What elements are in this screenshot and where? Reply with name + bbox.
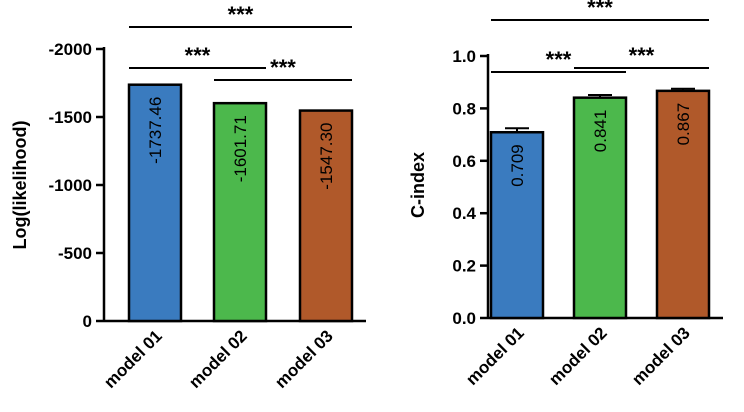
category-label-model-01: model 01 bbox=[100, 326, 166, 392]
category-label-model-03: model 03 bbox=[271, 326, 337, 392]
y-axis-label-loglikelihood: Log(likelihood) bbox=[10, 121, 30, 250]
y-tick-label: 0 bbox=[83, 312, 92, 331]
y-tick-label: -1000 bbox=[49, 176, 92, 195]
y-axis-label-cindex: C-index bbox=[408, 152, 428, 218]
bar-model-03 bbox=[655, 89, 711, 320]
category-label-model-02: model 02 bbox=[545, 323, 611, 389]
bar-value-label: -1737.46 bbox=[146, 97, 165, 164]
bar-model-03 bbox=[298, 109, 354, 323]
loglikelihood-chart: Log(likelihood) 0 -500 -1000 -1500 -2000 -17… bbox=[10, 2, 366, 392]
category-label-model-03: model 03 bbox=[628, 323, 694, 389]
category-label-model-01: model 01 bbox=[462, 323, 528, 389]
y-tick-label: 0.4 bbox=[452, 204, 476, 223]
y-tick-label: 0.0 bbox=[452, 309, 476, 328]
significance-label: *** bbox=[270, 55, 296, 80]
cindex-chart: C-index 0.0 0.2 0.4 0.6 0.8 1.0 0.709 0.841 0.8… bbox=[408, 0, 723, 389]
significance-label: *** bbox=[185, 43, 211, 68]
bar-value-label: 0.867 bbox=[674, 103, 693, 146]
y-tick-label: 0.2 bbox=[452, 257, 476, 276]
y-tick-label: -2000 bbox=[49, 40, 92, 59]
category-label-model-02: model 02 bbox=[185, 326, 251, 392]
bar-value-label: -1601.71 bbox=[231, 115, 250, 182]
bar-model-02 bbox=[212, 101, 268, 323]
significance-label: *** bbox=[546, 47, 572, 72]
y-tick-label: 0.8 bbox=[452, 99, 476, 118]
significance-label: *** bbox=[629, 43, 655, 68]
y-tick-label: 0.6 bbox=[452, 152, 476, 171]
y-tick-label: -500 bbox=[58, 244, 92, 263]
y-tick-label: -1500 bbox=[49, 108, 92, 127]
bar-value-label: 0.841 bbox=[591, 110, 610, 153]
bar-value-label: -1547.30 bbox=[317, 123, 336, 190]
significance-label: *** bbox=[228, 2, 254, 27]
bar-model-01 bbox=[127, 83, 183, 323]
significance-label: *** bbox=[587, 0, 613, 20]
bar-model-02 bbox=[572, 96, 628, 320]
y-tick-label: 1.0 bbox=[452, 47, 476, 66]
bar-value-label: 0.709 bbox=[508, 144, 527, 187]
